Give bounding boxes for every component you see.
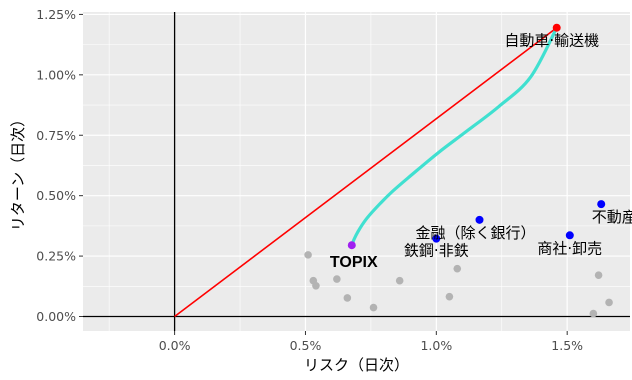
gray-point [445, 292, 454, 301]
gray-point [312, 282, 320, 290]
unlabeled-points [304, 251, 613, 318]
x-tick-label: 1.5% [551, 338, 583, 353]
x-tick-label: 0.0% [159, 338, 191, 353]
x-axis-title: リスク（日次） [304, 356, 409, 374]
labeled-point [347, 241, 356, 250]
gray-point [333, 275, 341, 283]
y-tick-label: 1.25% [36, 7, 76, 22]
capital-market-line [174, 27, 558, 318]
y-tick-label: 0.25% [36, 249, 76, 264]
capital-market-line-layer [174, 27, 558, 318]
y-axis-ticks: 0.00% 0.25% 0.50% 0.75% 1.00% 1.25% [36, 7, 83, 324]
gray-point [343, 294, 352, 302]
y-axis-title: リターン（日次） [9, 112, 27, 231]
point-label: 商社·卸売 [537, 239, 602, 257]
gray-point [304, 251, 312, 259]
point-label: 自動車·輸送機 [504, 32, 599, 50]
labeled-point [475, 215, 484, 224]
labeled-point [565, 231, 574, 240]
labeled-points [347, 23, 606, 250]
panel-background [83, 12, 630, 331]
gray-point [369, 303, 378, 312]
gray-point [453, 264, 462, 273]
zero-axes [83, 12, 630, 331]
labeled-point [432, 234, 441, 243]
gray-point [605, 298, 613, 307]
point-label: TOPIX [330, 254, 378, 271]
y-tick-label: 1.00% [36, 67, 76, 82]
point-label: 鉄鋼·非鉄 [404, 242, 469, 260]
x-tick-label: 0.5% [290, 338, 322, 353]
labeled-point [597, 200, 606, 209]
plot-panel [83, 12, 630, 331]
efficient-frontier-curve [350, 26, 559, 247]
y-tick-label: 0.50% [36, 188, 76, 203]
y-tick-label: 0.75% [36, 128, 76, 143]
y-tick-label: 0.00% [36, 309, 76, 324]
gray-point [589, 309, 598, 318]
gray-point [395, 276, 404, 285]
efficient-frontier-layer [350, 26, 559, 247]
labeled-point [552, 23, 561, 32]
x-axis-ticks: 0.0% 0.5% 1.0% 1.5% [159, 331, 583, 353]
gray-point [594, 271, 603, 279]
point-label: 金融（除く銀行） [416, 224, 536, 242]
point-label: 不動産 [592, 208, 632, 226]
x-tick-label: 1.0% [420, 338, 452, 353]
